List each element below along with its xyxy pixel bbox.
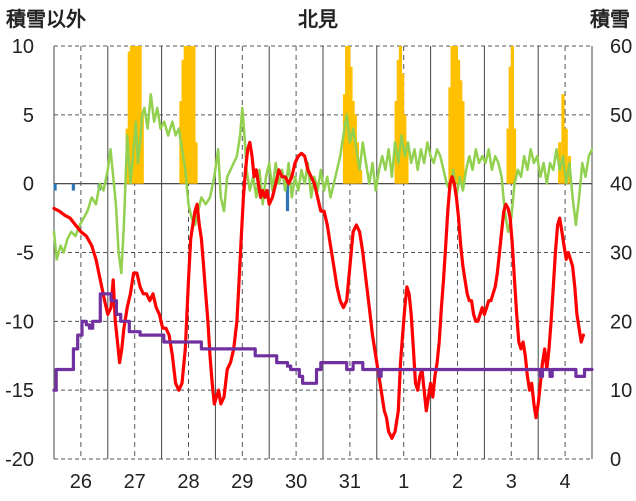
grid-layer	[53, 45, 593, 460]
precip-bar	[454, 46, 459, 184]
precip-bar	[183, 46, 187, 184]
precip-bar	[401, 73, 405, 184]
x-tick-label: 31	[339, 471, 361, 493]
precip-bar	[342, 94, 347, 184]
precip-bar	[564, 128, 568, 184]
x-tick-label: 1	[398, 471, 409, 493]
chart-title: 北見	[298, 8, 338, 31]
left-tick-label: 0	[23, 174, 34, 196]
precip-bar	[506, 128, 510, 184]
precip-bar	[134, 46, 138, 184]
x-tick-label: 27	[124, 471, 146, 493]
left-tick-label: -10	[5, 311, 34, 333]
right-tick-label: 20	[610, 311, 632, 333]
left-axis-title: 積雪以外	[6, 7, 86, 31]
precip-bar	[461, 101, 465, 184]
precip-bar	[138, 46, 142, 184]
x-tick-label: 29	[231, 471, 253, 493]
x-tick-label: 26	[70, 471, 92, 493]
right-axis-title: 積雪	[590, 8, 630, 31]
precip_neg-bar	[53, 183, 57, 191]
series-lines	[52, 92, 594, 440]
left-tick-label: -20	[5, 449, 34, 471]
right-tick-label: 40	[610, 174, 632, 196]
precip_neg-bar	[71, 183, 75, 191]
precip-bar	[347, 46, 351, 184]
precip-bar	[127, 51, 131, 184]
precip-bar	[192, 46, 196, 184]
precip-bar	[398, 46, 403, 184]
precip-bar	[359, 169, 363, 184]
precip-bar	[448, 87, 452, 184]
precip_neg-bar	[285, 183, 290, 212]
precip-bar	[187, 46, 192, 184]
left-tick-label: -5	[16, 243, 34, 265]
temperature-line	[52, 140, 585, 440]
right-tick-label: 0	[610, 449, 621, 471]
precip-bar	[405, 142, 409, 184]
precip-bar	[512, 128, 517, 184]
precip-bar	[185, 46, 190, 184]
left-tick-label: 5	[23, 105, 34, 127]
x-tick-label: 30	[285, 471, 307, 493]
precip-bar	[459, 80, 463, 184]
precip-bar	[508, 66, 512, 184]
right-tick-label: 50	[610, 105, 632, 127]
snow_depth-line	[52, 292, 594, 392]
precip-bar	[452, 46, 456, 184]
x-tick-label: 3	[506, 471, 517, 493]
x-tick-label: 28	[177, 471, 199, 493]
x-tick-label: 2	[452, 471, 463, 493]
precip-bar	[456, 59, 461, 184]
precip-bar	[194, 142, 198, 184]
left-tick-label: 10	[12, 36, 34, 58]
right-tick-label: 60	[610, 36, 632, 58]
precip-bar	[510, 46, 514, 184]
precip-bar	[349, 66, 353, 184]
precip-bar	[561, 94, 565, 184]
precip-bar	[351, 101, 355, 184]
precip-bar	[140, 114, 144, 184]
precip-bar	[129, 46, 134, 184]
left-tick-label: -15	[5, 380, 34, 402]
right-tick-label: 30	[610, 243, 632, 265]
precip-bar	[190, 46, 194, 184]
x-tick-label: 4	[560, 471, 571, 493]
precip-bar	[132, 46, 136, 184]
right-tick-label: 10	[610, 380, 632, 402]
precip-bar	[396, 59, 400, 184]
precip-bar	[181, 59, 185, 184]
wind-line	[52, 92, 594, 275]
precip-bar	[450, 46, 454, 184]
precip-bar	[136, 46, 140, 184]
